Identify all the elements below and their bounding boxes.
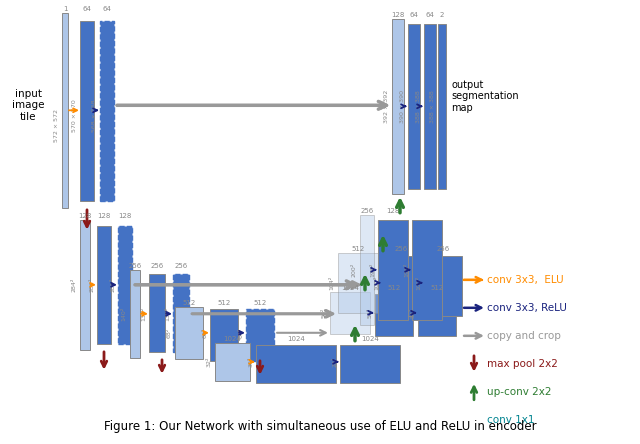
- Text: 128: 128: [78, 213, 92, 219]
- Text: 68²: 68²: [166, 328, 172, 338]
- Text: 64: 64: [102, 6, 111, 12]
- Bar: [80, 21, 94, 201]
- Text: 256: 256: [360, 208, 374, 214]
- Text: 140²: 140²: [122, 307, 127, 321]
- Bar: [330, 292, 370, 334]
- Text: conv 1x1: conv 1x1: [487, 415, 534, 425]
- Bar: [424, 256, 462, 316]
- Bar: [246, 309, 274, 361]
- Text: 572 × 572: 572 × 572: [54, 109, 58, 142]
- Text: 52²: 52²: [410, 308, 415, 318]
- Bar: [378, 220, 408, 320]
- Text: 2: 2: [440, 12, 444, 18]
- Text: 128: 128: [391, 12, 404, 18]
- Bar: [175, 307, 203, 359]
- Text: 1024: 1024: [361, 336, 379, 342]
- Text: 392 × 392: 392 × 392: [383, 90, 388, 123]
- Text: 570 × 570: 570 × 570: [72, 99, 77, 132]
- Text: 136²: 136²: [166, 307, 170, 321]
- Bar: [149, 274, 165, 352]
- Text: 128: 128: [118, 213, 132, 219]
- Text: copy and crop: copy and crop: [487, 331, 561, 341]
- Bar: [424, 24, 436, 189]
- Bar: [392, 19, 404, 194]
- Bar: [338, 253, 378, 313]
- Text: 200²: 200²: [351, 263, 356, 277]
- Text: 104²: 104²: [330, 276, 335, 290]
- Bar: [62, 13, 68, 208]
- Bar: [418, 294, 456, 336]
- Text: 138²: 138²: [141, 307, 147, 321]
- Text: 1024: 1024: [223, 336, 241, 342]
- Text: Figure 1: Our Network with simultaneous use of ELU and ReLU in encoder: Figure 1: Our Network with simultaneous …: [104, 420, 536, 433]
- Bar: [215, 343, 250, 381]
- Text: 128: 128: [97, 213, 111, 219]
- Text: 282²: 282²: [90, 278, 95, 292]
- Bar: [210, 309, 238, 361]
- Text: 54²: 54²: [367, 308, 372, 318]
- Text: 1024: 1024: [287, 336, 305, 342]
- Text: 1: 1: [63, 6, 67, 12]
- Text: 512: 512: [218, 300, 230, 306]
- Text: 196²: 196²: [404, 263, 410, 277]
- Text: 512: 512: [182, 300, 196, 306]
- Bar: [438, 24, 446, 189]
- Text: 256: 256: [394, 246, 408, 252]
- Text: 390 × 390: 390 × 390: [401, 90, 406, 123]
- Text: 56²: 56²: [321, 308, 326, 318]
- Text: input
image
tile: input image tile: [12, 89, 44, 122]
- Text: 198²: 198²: [371, 263, 376, 277]
- Bar: [408, 24, 420, 189]
- Bar: [118, 226, 132, 344]
- Text: 28²: 28²: [333, 357, 337, 367]
- Text: 256: 256: [150, 263, 164, 269]
- Text: 280²: 280²: [111, 278, 115, 292]
- Text: 388 × 388: 388 × 388: [417, 90, 422, 123]
- Text: 388 × 388: 388 × 388: [431, 90, 435, 123]
- Bar: [173, 274, 189, 352]
- Bar: [412, 220, 442, 320]
- Bar: [100, 21, 114, 201]
- Text: 64: 64: [410, 12, 419, 18]
- Text: up-conv 2x2: up-conv 2x2: [487, 387, 552, 397]
- Text: 1024: 1024: [341, 285, 359, 291]
- Text: 512: 512: [387, 285, 401, 291]
- Text: 256: 256: [174, 263, 188, 269]
- Text: 32²: 32²: [207, 357, 211, 367]
- Bar: [340, 345, 400, 383]
- Bar: [80, 220, 90, 350]
- Text: 512: 512: [351, 246, 365, 252]
- Bar: [382, 256, 420, 316]
- Text: 66²: 66²: [202, 328, 207, 338]
- Text: 100²: 100²: [417, 276, 422, 290]
- Bar: [360, 215, 374, 325]
- Bar: [256, 345, 336, 383]
- Text: 256: 256: [129, 263, 141, 269]
- Text: 64: 64: [426, 12, 435, 18]
- Text: 568 × 568: 568 × 568: [92, 99, 97, 131]
- Text: 512: 512: [253, 300, 267, 306]
- Text: conv 3x3, ReLU: conv 3x3, ReLU: [487, 303, 567, 313]
- Text: 128: 128: [387, 208, 400, 214]
- Bar: [130, 270, 140, 358]
- Text: max pool 2x2: max pool 2x2: [487, 359, 558, 369]
- Text: conv 3x3,  ELU: conv 3x3, ELU: [487, 275, 564, 285]
- Text: 512: 512: [430, 285, 444, 291]
- Bar: [97, 226, 111, 344]
- Text: 30²: 30²: [248, 357, 253, 367]
- Text: 256: 256: [436, 246, 450, 252]
- Text: 64: 64: [83, 6, 92, 12]
- Text: 102²: 102²: [374, 276, 380, 290]
- Text: 284²: 284²: [72, 278, 77, 292]
- Bar: [375, 294, 413, 336]
- Text: 64²: 64²: [239, 328, 243, 338]
- Text: output
segmentation
map: output segmentation map: [451, 80, 518, 113]
